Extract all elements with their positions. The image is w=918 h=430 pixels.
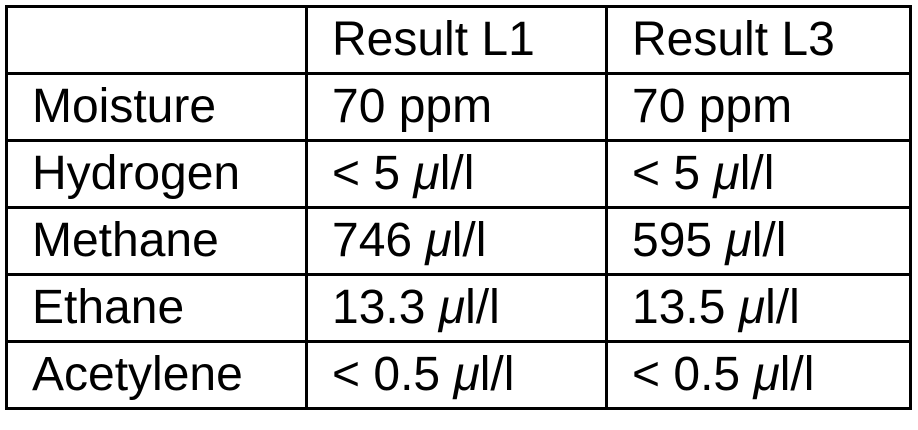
row-label: Ethane [5,273,308,343]
table-row: Acetylene < 0.5 μl/l < 0.5 μl/l [5,340,912,410]
result-cell: 13.3 μl/l [305,273,608,343]
result-cell: < 5 μl/l [305,139,608,209]
table-row: Ethane 13.3 μl/l 13.5 μl/l [5,273,912,343]
table-row: Moisture 70 ppm 70 ppm [5,72,912,142]
column-header: Result L3 [605,5,912,75]
table-body: Moisture 70 ppm 70 ppm Hydrogen < 5 μl/l < 5 … [5,72,912,410]
row-label: Methane [5,206,308,276]
table-row: Hydrogen < 5 μl/l < 5 μl/l [5,139,912,209]
header-row: Result L1 Result L3 [5,5,912,75]
result-cell: 746 μl/l [305,206,608,276]
result-cell: < 0.5 μl/l [305,340,608,410]
table-row: Methane 746 μl/l 595 μl/l [5,206,912,276]
result-cell: 70 ppm [305,72,608,142]
result-cell: < 0.5 μl/l [605,340,912,410]
corner-cell [5,5,308,75]
results-table: Result L1 Result L3 Moisture 70 ppm 70 ppm… [5,5,912,410]
result-cell: 70 ppm [605,72,912,142]
row-label: Acetylene [5,340,308,410]
result-cell: < 5 μl/l [605,139,912,209]
column-header: Result L1 [305,5,608,75]
result-cell: 13.5 μl/l [605,273,912,343]
row-label: Moisture [5,72,308,142]
result-cell: 595 μl/l [605,206,912,276]
row-label: Hydrogen [5,139,308,209]
